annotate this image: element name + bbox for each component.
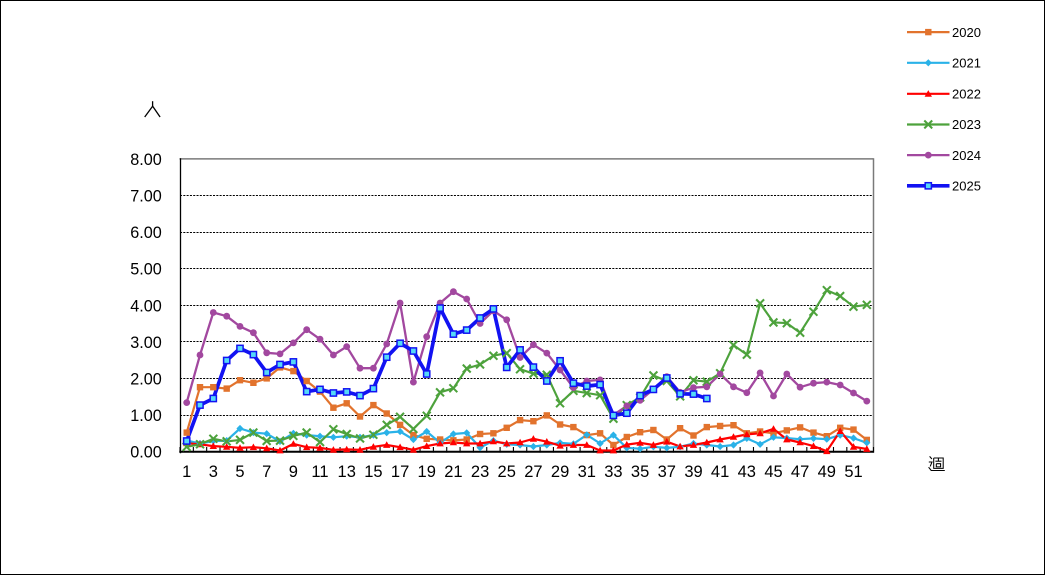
svg-text:3.00: 3.00 [130, 334, 162, 352]
svg-text:15: 15 [364, 463, 382, 481]
svg-text:5: 5 [235, 463, 244, 481]
svg-text:2022: 2022 [952, 87, 981, 102]
svg-text:2021: 2021 [952, 56, 981, 71]
svg-text:17: 17 [391, 463, 409, 481]
svg-text:4.00: 4.00 [130, 297, 162, 315]
svg-text:25: 25 [498, 463, 516, 481]
svg-text:1: 1 [182, 463, 191, 481]
svg-text:6.00: 6.00 [130, 224, 162, 242]
svg-text:11: 11 [311, 463, 328, 481]
svg-text:2025: 2025 [952, 179, 981, 194]
svg-text:41: 41 [711, 463, 729, 481]
svg-text:43: 43 [738, 463, 756, 481]
svg-text:8.00: 8.00 [130, 151, 162, 169]
svg-text:9: 9 [289, 463, 298, 481]
svg-text:2024: 2024 [952, 148, 981, 163]
svg-text:1.00: 1.00 [130, 407, 162, 425]
svg-text:21: 21 [444, 463, 462, 481]
svg-text:2.00: 2.00 [130, 371, 162, 389]
svg-text:23: 23 [471, 463, 489, 481]
svg-text:0.00: 0.00 [130, 444, 162, 462]
svg-text:7.00: 7.00 [130, 188, 162, 206]
svg-text:2023: 2023 [952, 117, 981, 132]
svg-text:47: 47 [791, 463, 809, 481]
svg-text:3: 3 [209, 463, 218, 481]
svg-text:27: 27 [524, 463, 542, 481]
svg-text:2020: 2020 [952, 25, 981, 40]
svg-text:31: 31 [578, 463, 596, 481]
svg-text:39: 39 [684, 463, 702, 481]
svg-text:33: 33 [604, 463, 622, 481]
svg-text:5.00: 5.00 [130, 261, 162, 279]
svg-text:35: 35 [631, 463, 649, 481]
svg-text:51: 51 [844, 463, 862, 481]
svg-text:49: 49 [818, 463, 836, 481]
svg-text:19: 19 [418, 463, 436, 481]
svg-text:7: 7 [262, 463, 271, 481]
svg-text:45: 45 [764, 463, 782, 481]
svg-text:29: 29 [551, 463, 569, 481]
svg-text:13: 13 [338, 463, 356, 481]
svg-text:37: 37 [658, 463, 676, 481]
